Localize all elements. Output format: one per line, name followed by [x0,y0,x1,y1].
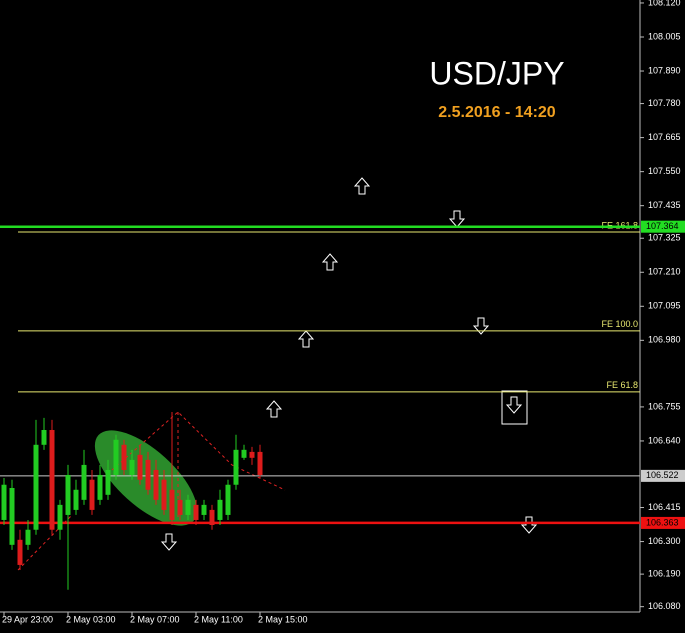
x-tick-label: 2 May 03:00 [66,614,116,624]
candle-body [89,479,95,510]
candle-body [1,484,7,520]
down-arrow [505,396,523,414]
candle-body [129,459,135,475]
candle-body [233,449,239,485]
signal-arrows [160,177,538,551]
y-tick-label: 106.080 [648,601,681,611]
price-label: 106.522 [646,470,679,480]
y-tick-label: 108.120 [648,0,681,7]
candle-body [241,449,247,458]
y-tick-label: 106.415 [648,502,681,512]
up-arrow [297,330,315,348]
candle-body [25,529,31,545]
candle-body [17,539,23,565]
y-tick-label: 107.210 [648,267,681,277]
price-label: 107.364 [646,221,679,231]
chart-subtitle: 2.5.2016 - 14:20 [438,104,556,121]
candle-body [105,469,111,495]
candle-body [113,439,119,475]
down-arrow [160,533,178,551]
candle-body [73,489,79,510]
candle-body [177,499,183,515]
candle-body [33,444,39,530]
x-tick-label: 2 May 11:00 [194,614,243,624]
y-tick-label: 107.780 [648,98,681,108]
price-box [641,220,685,233]
chart-title: USD/JPY [429,55,564,91]
candle-body [9,488,15,545]
trend-line [17,514,73,571]
candle-body [65,474,71,515]
y-tick-label: 108.005 [648,31,681,41]
x-tick-label: 2 May 07:00 [130,614,180,624]
y-tick-label: 106.755 [648,401,681,411]
y-tick-label: 106.300 [648,536,681,546]
candle-body [225,484,231,515]
candle-body [185,499,191,515]
y-tick-label: 106.980 [648,335,681,345]
y-tick-label: 107.550 [648,166,681,176]
down-arrow [448,210,466,228]
up-arrow [321,253,339,271]
candle-body [169,489,175,520]
price-box [641,516,685,529]
candle-body [257,451,263,475]
candle-body [249,451,255,458]
down-arrow [472,317,490,335]
arrow-box [501,390,528,425]
y-tick-label: 107.325 [648,233,681,243]
y-tick-label: 107.890 [648,65,681,75]
y-tick-label: 107.095 [648,301,681,311]
level-label: FE 61.8 [606,380,638,390]
candle-body [201,504,207,515]
up-arrow [265,400,283,418]
candle-body [161,479,167,510]
candle-body [41,429,47,445]
candle-body [193,504,199,520]
candle-body [209,509,215,525]
down-arrow [520,516,538,534]
y-tick-label: 106.640 [648,435,681,445]
candle-body [121,444,127,470]
candle-body [137,454,143,480]
candle-body [153,469,159,500]
candle-body [57,504,63,530]
candle-body [145,459,151,490]
level-label: FE 161.8 [601,220,638,230]
price-box [641,469,685,482]
x-tick-label: 2 May 15:00 [258,614,308,624]
level-label: FE 100.0 [601,319,638,329]
y-tick-label: 106.190 [648,568,681,578]
up-arrow [353,177,371,195]
y-tick-label: 107.435 [648,200,681,210]
x-tick-label: 29 Apr 23:00 [2,614,53,624]
candle-body [49,429,55,530]
candle-body [81,464,87,500]
candle-body [217,499,223,520]
candle-body [97,474,103,500]
trend-line [111,411,286,491]
price-label: 106.363 [646,517,679,527]
y-tick-label: 107.665 [648,132,681,142]
